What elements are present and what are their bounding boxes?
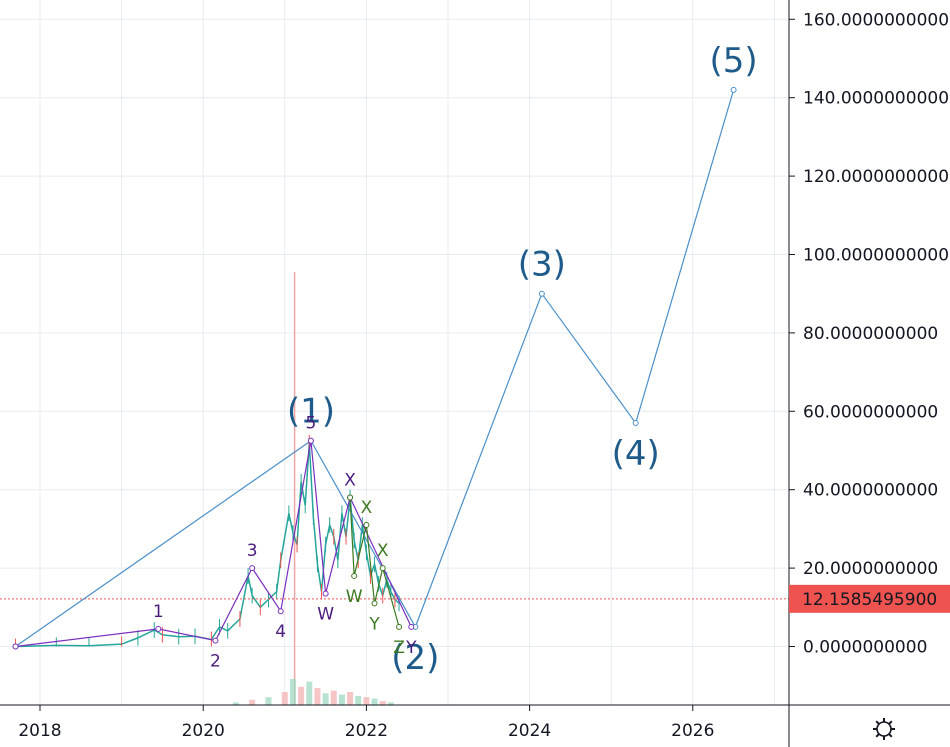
subwaves-label: 3: [247, 541, 258, 561]
subwaves-node[interactable]: [322, 590, 329, 597]
green_subwaves-node[interactable]: [363, 521, 370, 528]
volume-bar: [249, 699, 256, 705]
current-price-label: 12.1585495900: [802, 590, 937, 610]
green_subwaves-label: X: [377, 541, 389, 561]
y-tick-label: 40.0000000000: [803, 481, 938, 501]
y-tick-label: 60.0000000000: [803, 402, 938, 422]
price-series: [15, 434, 400, 648]
subwaves-node[interactable]: [155, 625, 162, 632]
subwaves-node[interactable]: [307, 437, 314, 444]
volume-bar: [281, 692, 288, 705]
green_subwaves-node[interactable]: [347, 494, 354, 501]
volume-bar: [330, 690, 337, 705]
volume-bar: [338, 694, 345, 705]
volume-bar: [363, 697, 370, 705]
green_subwaves-line: [349, 497, 400, 628]
y-tick-label: 100.0000000000: [803, 246, 949, 266]
projection-line: [15, 89, 735, 647]
x-axis[interactable]: 2018 2020 2022 2024 2026: [18, 705, 714, 741]
subwaves-node[interactable]: [408, 623, 415, 630]
green_subwaves-label: Z: [393, 638, 405, 658]
subwaves-label: 2: [210, 652, 221, 672]
x-tick-label: 2024: [508, 721, 551, 741]
y-tick-label: 160.0000000000: [803, 10, 949, 30]
settings-gear-icon-tooth: [888, 733, 893, 738]
subwaves: 1 2 3 4 5 W X Y: [12, 414, 417, 672]
volume-bar: [306, 681, 313, 705]
y-tick-label: 120.0000000000: [803, 167, 949, 187]
projection-label: (4): [612, 434, 660, 474]
green_subwaves-label: X: [361, 498, 373, 518]
subwaves-label: 4: [275, 622, 286, 642]
volume-bar: [387, 702, 394, 705]
green_subwaves-node[interactable]: [379, 565, 386, 572]
y-tick-label: 80.0000000000: [803, 324, 938, 344]
y-tick-label: 0.0000000000: [803, 638, 927, 658]
volume-bar: [289, 679, 296, 705]
x-tick-label: 2018: [18, 721, 61, 741]
green_subwaves-node[interactable]: [396, 623, 403, 630]
settings-gear-icon-tooth: [888, 720, 893, 725]
volume-bar: [355, 695, 362, 705]
grid-lines: [0, 0, 789, 705]
x-tick-label: 2026: [671, 721, 714, 741]
volume-bars: [232, 679, 394, 705]
settings-gear-icon[interactable]: [873, 718, 895, 740]
green_subwaves-label: W: [346, 587, 363, 607]
settings-gear-icon-tooth: [875, 733, 880, 738]
projection: (1) (2) (3) (4) (5): [12, 41, 758, 678]
projection-node[interactable]: [538, 290, 545, 297]
y-tick-label: 140.0000000000: [803, 89, 949, 109]
projection-label: (5): [710, 41, 758, 81]
x-tick-label: 2022: [345, 721, 388, 741]
subwaves-node[interactable]: [249, 565, 256, 572]
volume-bar: [265, 697, 272, 705]
green_subwaves-node[interactable]: [371, 600, 378, 607]
current-price-badge-bg: [789, 584, 950, 613]
settings-gear-icon-tooth: [875, 720, 880, 725]
current-price-badge: 12.1585495900: [789, 584, 950, 613]
volume-bar: [322, 693, 329, 705]
volume-bar: [232, 702, 239, 705]
subwaves-label: X: [344, 471, 356, 491]
volume-bar: [314, 688, 321, 705]
settings-gear-icon-ring: [876, 721, 892, 737]
volume-bar: [298, 686, 305, 705]
volume-bar: [347, 692, 354, 705]
subwaves-node[interactable]: [12, 643, 19, 650]
subwaves-node[interactable]: [277, 608, 284, 615]
projection-label: (3): [518, 245, 566, 285]
subwaves-label: W: [317, 605, 334, 625]
green_subwaves-node[interactable]: [351, 572, 358, 579]
green_subwaves-label: Y: [368, 614, 380, 634]
projection-node[interactable]: [730, 86, 737, 93]
y-axis[interactable]: 0.0000000000 20.0000000000 40.0000000000 60…: [789, 10, 949, 658]
subwaves-label: 1: [153, 602, 164, 622]
y-tick-label: 20.0000000000: [803, 559, 938, 579]
volume-bar: [371, 698, 378, 705]
price-line: [15, 442, 400, 648]
subwaves-label: Y: [405, 638, 417, 658]
projection-label: (1): [287, 392, 335, 432]
subwaves-node[interactable]: [212, 637, 219, 644]
x-tick-label: 2020: [182, 721, 225, 741]
volume-bar: [379, 701, 386, 705]
green_subwaves: W X Y X Z: [346, 494, 405, 658]
subwaves-label: 5: [305, 414, 316, 434]
projection-node[interactable]: [632, 420, 639, 427]
projection-label: (2): [391, 638, 439, 678]
